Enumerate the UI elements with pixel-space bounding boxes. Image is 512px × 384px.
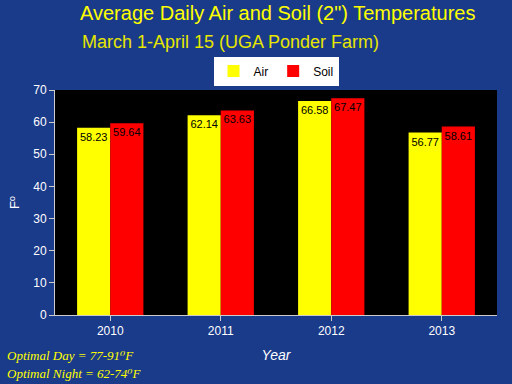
svg-text:70: 70 xyxy=(33,83,47,97)
svg-text:30: 30 xyxy=(33,212,47,226)
svg-text:62.14: 62.14 xyxy=(190,118,218,130)
svg-text:March 1-April 15 (UGA Ponder F: March 1-April 15 (UGA Ponder Farm) xyxy=(82,32,379,52)
svg-text:F⁰: F⁰ xyxy=(7,196,22,209)
svg-text:58.23: 58.23 xyxy=(80,131,108,143)
svg-text:40: 40 xyxy=(33,180,47,194)
svg-text:2010: 2010 xyxy=(97,324,124,338)
svg-text:60: 60 xyxy=(33,115,47,129)
svg-text:2012: 2012 xyxy=(318,324,345,338)
svg-text:58.61: 58.61 xyxy=(445,130,473,142)
svg-text:Air: Air xyxy=(254,65,269,79)
svg-text:2013: 2013 xyxy=(428,324,455,338)
svg-text:20: 20 xyxy=(33,244,47,258)
svg-text:Soil: Soil xyxy=(313,65,333,79)
svg-text:67.47: 67.47 xyxy=(334,101,362,113)
svg-text:Optimal Night = 62-74⁰F: Optimal Night = 62-74⁰F xyxy=(7,366,142,381)
svg-text:Year: Year xyxy=(262,347,292,363)
svg-text:63.63: 63.63 xyxy=(224,113,252,125)
svg-text:56.77: 56.77 xyxy=(411,136,439,148)
svg-text:50: 50 xyxy=(33,147,47,161)
svg-text:66.58: 66.58 xyxy=(301,104,329,116)
svg-text:Average Daily Air and Soil (2": Average Daily Air and Soil (2") Temperat… xyxy=(80,2,475,24)
svg-text:2011: 2011 xyxy=(208,324,234,338)
svg-text:59.64: 59.64 xyxy=(113,126,141,138)
svg-text:0: 0 xyxy=(40,308,47,322)
svg-text:Optimal Day = 77-91⁰F: Optimal Day = 77-91⁰F xyxy=(7,348,134,363)
svg-text:10: 10 xyxy=(33,276,47,290)
